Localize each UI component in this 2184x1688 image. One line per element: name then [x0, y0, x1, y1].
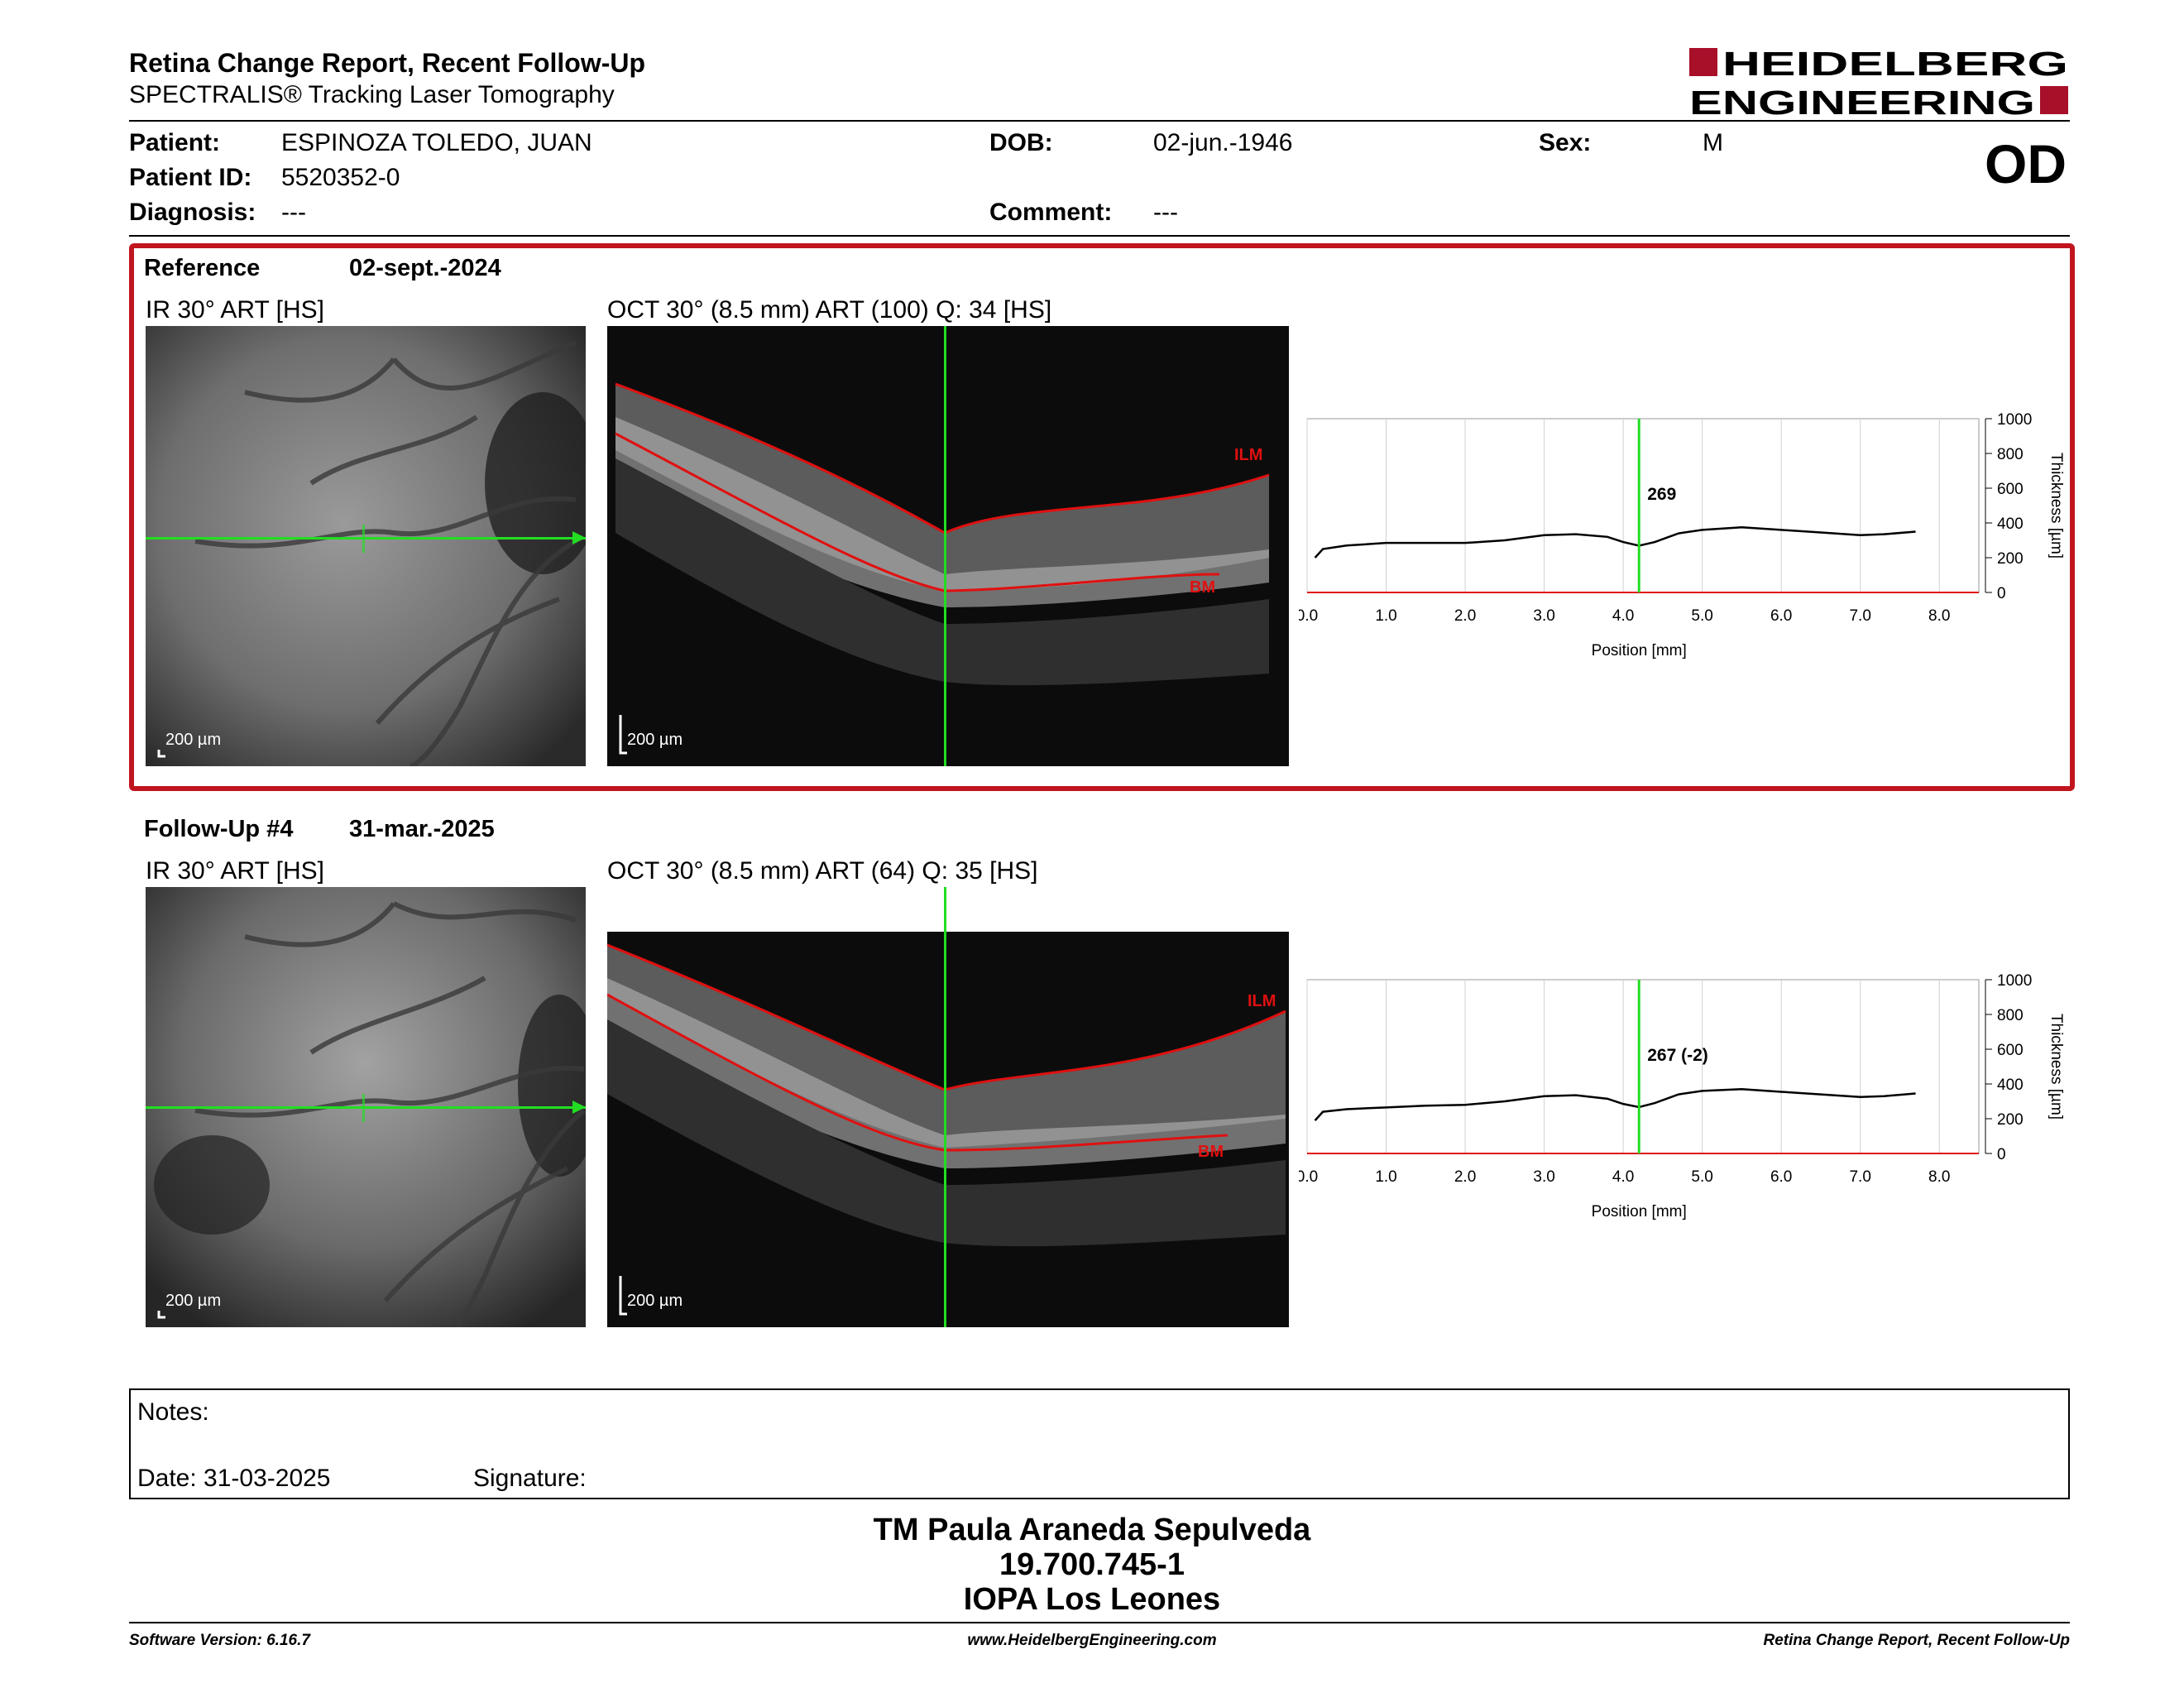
followup-marker-value: 267 (-2)	[1647, 1046, 1708, 1065]
reference-oct-image: ILM BM 200 µm	[607, 326, 1289, 766]
followup-thickness-chart: 0.0 1.0 2.0 3.0 4.0 5.0 6.0 7.0 8.0 0 200 400 600 800…	[1299, 972, 2065, 1220]
reference-y-tick-label: 600	[1997, 481, 2024, 498]
patient-id: 5520352-0	[281, 164, 400, 191]
followup-x-tick-label: 2.0	[1454, 1168, 1476, 1186]
sex-label: Sex:	[1539, 129, 1592, 156]
followup-x-tick-label: 4.0	[1612, 1168, 1634, 1186]
reference-marker-value: 269	[1647, 485, 1676, 504]
reference-y-tick-label: 400	[1997, 516, 2024, 533]
reference-x-tick-label: 5.0	[1691, 607, 1712, 625]
reference-bm-label: BM	[1190, 578, 1215, 597]
followup-x-tick-label: 3.0	[1533, 1168, 1554, 1186]
heidelberg-logo: HEIDELBERG ENGINEERING	[1689, 45, 2070, 122]
reference-ir-label: IR 30° ART [HS]	[146, 296, 324, 324]
patient-id-label: Patient ID:	[129, 164, 252, 191]
followup-ir-image: 200 µm	[146, 887, 586, 1327]
patient-name: ESPINOZA TOLEDO, JUAN	[281, 129, 592, 156]
followup-y-tick-label: 0	[1997, 1146, 2006, 1163]
header-divider	[129, 120, 2070, 122]
eye-label: OD	[1985, 133, 2067, 194]
reference-x-tick-label: 7.0	[1849, 607, 1870, 625]
reference-x-tick-label: 8.0	[1928, 607, 1950, 625]
report-title: Retina Change Report, Recent Follow-Up	[129, 48, 646, 78]
patient-divider	[129, 235, 2070, 237]
followup-plot-area	[1306, 979, 1980, 1154]
diagnosis-label: Diagnosis:	[129, 199, 256, 226]
footer-report-name: Retina Change Report, Recent Follow-Up	[1763, 1632, 2070, 1649]
followup-oct-scale: 200 µm	[627, 1292, 682, 1310]
followup-x-tick-label: 5.0	[1691, 1168, 1712, 1186]
reference-x-tick-label: 2.0	[1454, 607, 1476, 625]
sex-value: M	[1703, 129, 1723, 156]
followup-ir-label: IR 30° ART [HS]	[146, 857, 324, 885]
reference-y-tick-label: 1000	[1997, 411, 2032, 429]
signer-institution: IOPA Los Leones	[963, 1582, 1221, 1617]
followup-x-tick-label: 8.0	[1928, 1168, 1950, 1186]
followup-x-tick-label: 1.0	[1375, 1168, 1396, 1186]
followup-ir-scale: 200 µm	[165, 1292, 221, 1310]
reference-ir-scale: 200 µm	[165, 731, 221, 749]
reference-x-tick-label: 6.0	[1770, 607, 1792, 625]
reference-x-tick-label: 4.0	[1612, 607, 1634, 625]
footer-software-version: Software Version: 6.16.7	[129, 1632, 310, 1649]
followup-bm-label: BM	[1198, 1143, 1224, 1161]
reference-thickness-line	[1314, 525, 1916, 559]
followup-x-axis-label: Position [mm]	[1592, 1203, 1687, 1220]
reference-ilm-label: ILM	[1234, 446, 1262, 464]
dob-value: 02-jun.-1946	[1153, 129, 1293, 156]
reference-frame	[129, 243, 2075, 791]
followup-x-tick-label: 7.0	[1849, 1168, 1870, 1186]
reference-x-tick-label: 3.0	[1533, 607, 1554, 625]
signer-name: TM Paula Araneda Sepulveda	[873, 1513, 1311, 1547]
reference-y-axis-label: Thickness [µm]	[2048, 453, 2065, 559]
reference-y-tick-label: 800	[1997, 446, 2024, 463]
followup-y-tick-label: 400	[1997, 1077, 2024, 1094]
reference-date: 02-sept.-2024	[349, 255, 501, 281]
logo-text-line2: ENGINEERING	[1689, 84, 2035, 117]
notes-box: Notes: Date: 31-03-2025 Signature:	[129, 1388, 2070, 1499]
reference-plot-area	[1306, 418, 1980, 593]
followup-date: 31-mar.-2025	[349, 816, 495, 842]
followup-oct-label: OCT 30° (8.5 mm) ART (64) Q: 35 [HS]	[607, 857, 1038, 885]
followup-ilm-label: ILM	[1248, 992, 1276, 1010]
comment-label: Comment:	[989, 199, 1113, 226]
footer-divider	[129, 1622, 2070, 1623]
followup-label: Follow-Up #4	[144, 816, 294, 842]
followup-y-tick-label: 200	[1997, 1111, 2024, 1129]
patient-name-label: Patient:	[129, 129, 221, 156]
logo-text-line1: HEIDELBERG	[1722, 45, 2068, 83]
reference-label: Reference	[144, 255, 261, 281]
followup-y-tick-label: 600	[1997, 1042, 2024, 1059]
followup-x-tick-label: 6.0	[1770, 1168, 1792, 1186]
reference-oct-scale: 200 µm	[627, 731, 682, 749]
reference-ir-image: 200 µm	[146, 326, 586, 766]
notes-label: Notes:	[137, 1398, 209, 1426]
reference-y-tick-label: 0	[1997, 585, 2006, 602]
reference-x-tick-label: 0.0	[1299, 607, 1318, 625]
followup-y-tick-label: 1000	[1997, 972, 2032, 990]
reference-y-tick-label: 200	[1997, 550, 2024, 568]
reference-thickness-chart: 0.0 1.0 2.0 3.0 4.0 5.0 6.0 7.0 8.0 0 200 400 600 800…	[1299, 411, 2065, 659]
footer-website[interactable]: www.HeidelbergEngineering.com	[967, 1632, 1217, 1649]
reference-oct-label: OCT 30° (8.5 mm) ART (100) Q: 34 [HS]	[607, 296, 1052, 324]
comment-value: ---	[1153, 199, 1178, 226]
followup-oct-image: ILM BM 200 µm	[607, 887, 1289, 1327]
followup-y-axis-label: Thickness [µm]	[2048, 1014, 2065, 1120]
followup-thickness-line	[1314, 1088, 1916, 1121]
reference-x-tick-label: 1.0	[1375, 607, 1396, 625]
signer-id: 19.700.745-1	[999, 1547, 1185, 1582]
notes-signature-label: Signature:	[473, 1465, 587, 1492]
diagnosis-value: ---	[281, 199, 306, 226]
followup-x-tick-label: 0.0	[1299, 1168, 1318, 1186]
reference-x-axis-label: Position [mm]	[1592, 642, 1687, 659]
followup-y-tick-label: 800	[1997, 1007, 2024, 1024]
dob-label: DOB:	[989, 129, 1053, 156]
report-subtitle: SPECTRALIS® Tracking Laser Tomography	[129, 81, 615, 108]
notes-date: Date: 31-03-2025	[137, 1465, 331, 1492]
logo-mark: HEIDELBERG ENGINEERING	[1689, 45, 2068, 122]
